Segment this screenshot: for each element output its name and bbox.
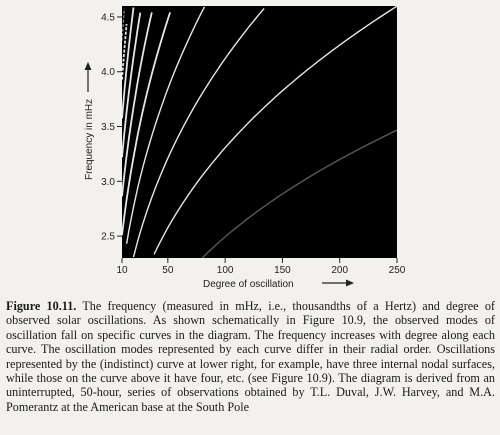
ridge — [121, 7, 135, 119]
x-tick-label: 100 — [217, 265, 234, 276]
figure-label: Figure 10.11. — [6, 299, 77, 313]
ridge — [201, 129, 398, 259]
y-tick-label: 2.5 — [101, 232, 115, 243]
x-axis-title: Degree of oscillation — [203, 279, 354, 290]
figure-plot: 2.5 3.0 3.5 4.0 4.5 10 50 100 150 200 250 Frequenc… — [84, 5, 406, 290]
x-tick-label: 200 — [331, 265, 348, 276]
y-axis-label: Frequency in mHz — [84, 99, 95, 180]
x-axis-label: Degree of oscillation — [203, 279, 294, 290]
x-axis-arrowhead — [346, 279, 354, 287]
ridge — [121, 12, 171, 236]
axis-ticks: 2.5 3.0 3.5 4.0 4.5 10 50 100 150 200 250 — [101, 12, 406, 276]
y-axis-title: Frequency in mHz — [84, 62, 95, 180]
y-tick-label: 3.5 — [101, 122, 115, 133]
figure-caption: Figure 10.11. The frequency (measured in… — [6, 299, 495, 414]
y-tick-label: 3.0 — [101, 177, 115, 188]
caption-text: The frequency (measured in mHz, i.e., th… — [6, 299, 495, 414]
x-tick-label: 50 — [162, 265, 174, 276]
oscillation-ridges — [121, 5, 398, 259]
ridge — [121, 12, 142, 158]
x-tick-label: 10 — [116, 265, 128, 276]
ridge — [132, 8, 265, 258]
y-tick-label: 4.5 — [101, 12, 115, 23]
y-tick-label: 4.0 — [101, 67, 115, 78]
plot-area — [122, 6, 397, 258]
x-tick-label: 250 — [389, 265, 406, 276]
ridge — [121, 24, 128, 80]
x-tick-label: 150 — [274, 265, 291, 276]
ridge — [125, 6, 206, 244]
ridge — [121, 12, 153, 197]
ridge — [153, 5, 398, 255]
ridge — [121, 8, 125, 41]
y-axis-arrowhead — [84, 62, 92, 70]
